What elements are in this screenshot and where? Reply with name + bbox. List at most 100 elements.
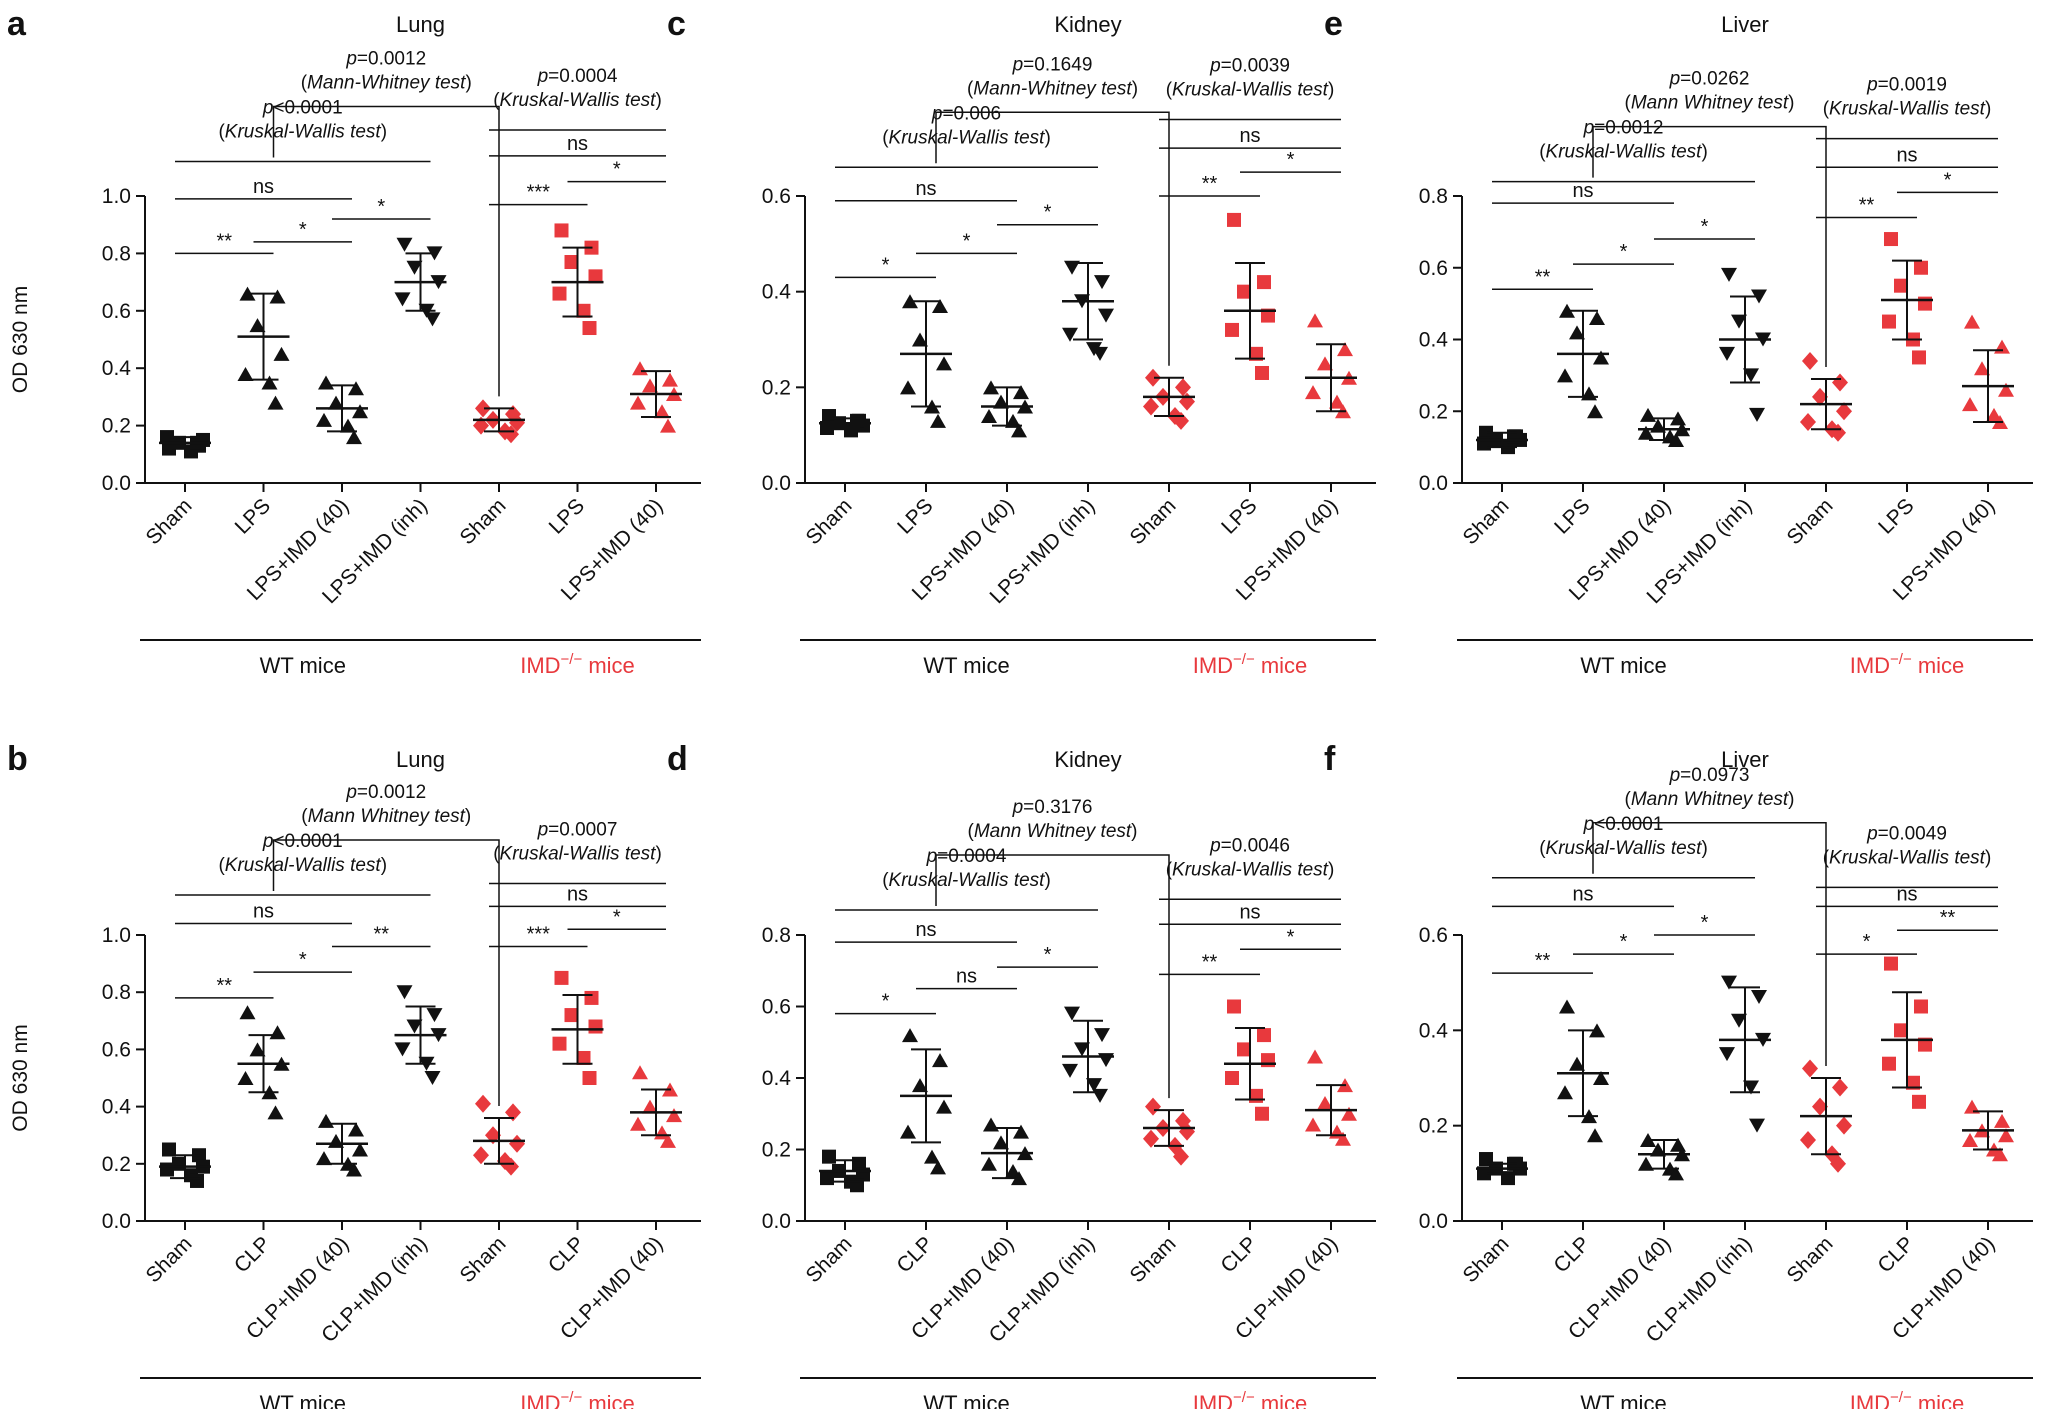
data-point bbox=[1173, 1147, 1189, 1166]
p-number: =0.1649 bbox=[1023, 54, 1092, 75]
data-point bbox=[1882, 1056, 1896, 1071]
test-label: Kruskal-Wallis test bbox=[225, 122, 382, 143]
paren: ) bbox=[1328, 859, 1334, 880]
data-point bbox=[1962, 397, 1978, 412]
data-point bbox=[316, 412, 332, 427]
significance-label: * bbox=[1701, 912, 1709, 934]
data-point bbox=[346, 430, 362, 445]
data-point bbox=[932, 1053, 948, 1068]
paren: ) bbox=[1044, 870, 1050, 891]
data-point bbox=[1589, 310, 1605, 325]
data-point bbox=[1477, 436, 1491, 451]
data-point bbox=[552, 286, 567, 301]
panel-title: Kidney bbox=[1054, 12, 1121, 37]
x-tick-label: Sham bbox=[1458, 494, 1513, 549]
data-point bbox=[509, 413, 525, 432]
data-point bbox=[912, 1078, 928, 1093]
significance-label: ** bbox=[373, 923, 389, 945]
test-name: (Mann Whitney test) bbox=[301, 806, 471, 827]
data-point bbox=[509, 1134, 525, 1153]
significance-label: ns bbox=[915, 919, 936, 941]
data-point bbox=[1830, 1154, 1846, 1173]
data-point bbox=[582, 321, 597, 336]
significance-label: * bbox=[882, 254, 890, 276]
data-point bbox=[564, 255, 579, 270]
x-tick-label: Sham bbox=[455, 1232, 510, 1287]
data-point bbox=[1650, 1142, 1666, 1157]
data-point bbox=[1802, 352, 1818, 371]
test-label: Mann Whitney test bbox=[1631, 93, 1789, 114]
data-point bbox=[1261, 1053, 1275, 1068]
significance-label: * bbox=[613, 906, 621, 928]
y-tick-label: 0.4 bbox=[1419, 1019, 1449, 1042]
x-tick-label: Sham bbox=[1125, 1232, 1180, 1287]
data-point bbox=[660, 418, 676, 433]
data-point bbox=[1237, 284, 1251, 299]
data-point bbox=[1884, 232, 1898, 247]
significance-label: * bbox=[377, 196, 385, 218]
data-point bbox=[160, 1162, 174, 1177]
paren: ) bbox=[1131, 821, 1137, 842]
p-value: p=0.0019 bbox=[1866, 75, 1947, 96]
p-number: <0.0001 bbox=[1594, 814, 1663, 835]
y-tick-label: 0.2 bbox=[102, 415, 131, 438]
p-number: <0.0001 bbox=[273, 98, 342, 119]
test-name: (Kruskal-Wallis test) bbox=[218, 855, 387, 876]
data-point bbox=[993, 394, 1009, 409]
p-symbol: p bbox=[931, 103, 943, 124]
p-symbol: p bbox=[345, 49, 357, 70]
test-label: Kruskal-Wallis test bbox=[889, 127, 1046, 148]
mann-whitney-connector bbox=[1592, 125, 1827, 367]
significance-label: * bbox=[613, 159, 621, 181]
data-point bbox=[1721, 975, 1737, 990]
data-point bbox=[1175, 378, 1191, 397]
data-point bbox=[1918, 296, 1932, 311]
data-point bbox=[267, 1105, 284, 1120]
y-tick-label: 0.4 bbox=[102, 357, 132, 380]
data-point bbox=[269, 1025, 286, 1040]
x-tick-label: LPS bbox=[1217, 494, 1261, 538]
test-label: Kruskal-Wallis test bbox=[1172, 859, 1329, 880]
data-point bbox=[1005, 413, 1021, 428]
data-point bbox=[630, 395, 646, 410]
p-number: =0.0046 bbox=[1221, 835, 1290, 856]
data-point bbox=[632, 361, 648, 376]
paren: ) bbox=[465, 73, 471, 94]
imd-label-sup: −/− bbox=[1890, 1389, 1912, 1406]
data-point bbox=[1800, 1130, 1816, 1149]
data-point bbox=[1906, 1075, 1920, 1090]
data-point bbox=[1013, 1124, 1029, 1139]
data-point bbox=[1237, 1042, 1251, 1057]
data-point bbox=[1062, 327, 1078, 342]
p-value: p=0.0012 bbox=[345, 782, 426, 803]
data-point bbox=[1145, 368, 1161, 387]
imd-label-mice: mice bbox=[1255, 653, 1308, 678]
mann-whitney-connector bbox=[935, 854, 1170, 1099]
y-tick-label: 0.6 bbox=[102, 300, 131, 323]
test-label: Mann-Whitney test bbox=[307, 73, 466, 94]
data-point bbox=[1507, 429, 1521, 444]
data-point bbox=[1227, 999, 1241, 1014]
data-point bbox=[930, 1160, 946, 1175]
data-point bbox=[1731, 1013, 1747, 1028]
data-point bbox=[630, 1116, 646, 1131]
significance-label: ns bbox=[1572, 883, 1593, 905]
data-point bbox=[1719, 346, 1735, 361]
test-label: Kruskal-Wallis test bbox=[1829, 99, 1986, 120]
significance-label: ns bbox=[1896, 883, 1917, 905]
x-tick-label: Sham bbox=[141, 494, 196, 549]
data-point bbox=[1317, 356, 1333, 371]
panel-title: Liver bbox=[1721, 12, 1769, 37]
p-symbol: p bbox=[1866, 75, 1878, 96]
data-point bbox=[1986, 407, 2002, 422]
data-point bbox=[900, 380, 916, 395]
data-point bbox=[1092, 346, 1108, 361]
data-point bbox=[424, 1071, 441, 1085]
y-axis-label: OD 630 nm bbox=[9, 1024, 32, 1131]
y-tick-label: 1.0 bbox=[102, 185, 131, 208]
data-point bbox=[642, 378, 658, 393]
y-tick-label: 0.6 bbox=[1419, 257, 1448, 280]
test-name: (Kruskal-Wallis test) bbox=[882, 127, 1051, 148]
data-point bbox=[1145, 1097, 1161, 1116]
